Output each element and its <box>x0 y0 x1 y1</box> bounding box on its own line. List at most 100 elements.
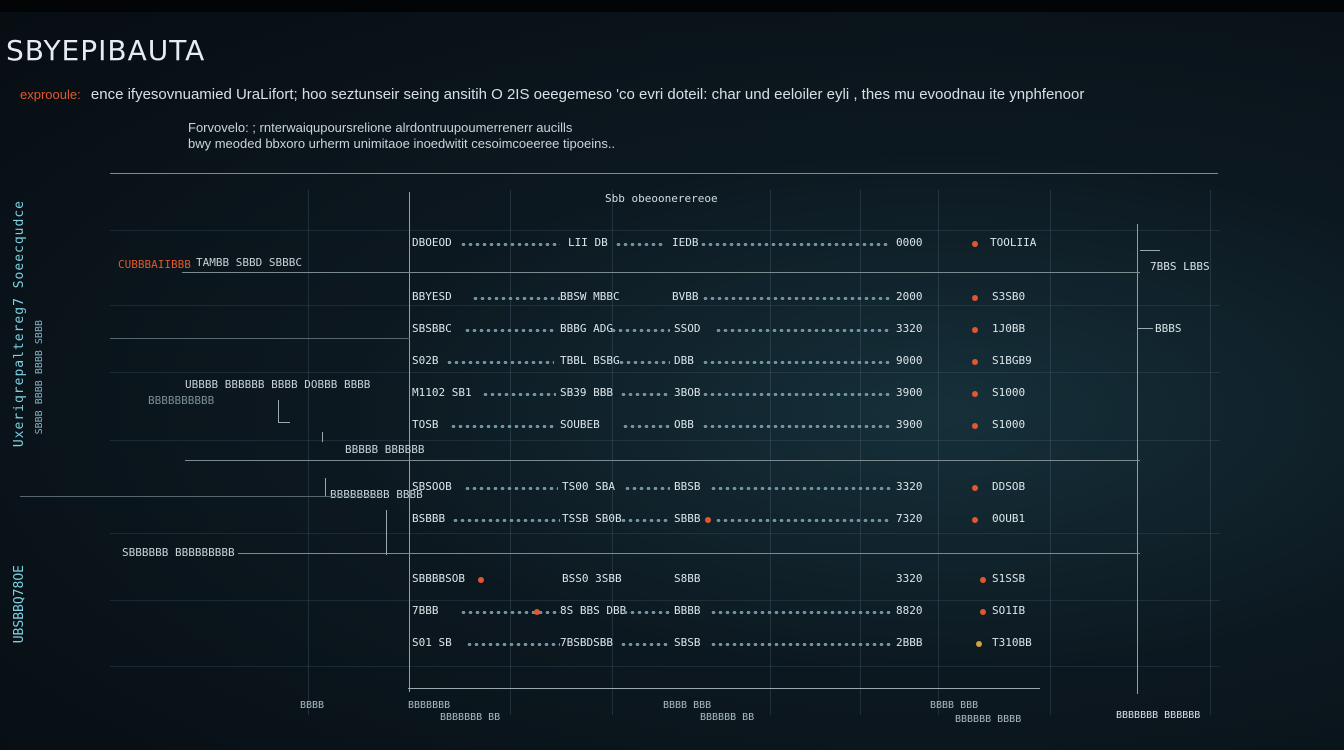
table-row[interactable]: S01 SB 7BSBDSBB SBSB 2BBB T310BB <box>410 636 1040 652</box>
table-row[interactable]: 7BBB 8S BBS DBB BBBB 8820 SO1IB <box>410 604 1040 620</box>
row-cell: 3BOB <box>674 386 701 399</box>
row-cell: T310BB <box>992 636 1032 649</box>
grid-row <box>110 600 1220 601</box>
row-dots <box>482 393 556 396</box>
table-bottom-border <box>408 688 1040 689</box>
grid-row <box>110 372 1220 373</box>
row-cell: BSBBB <box>412 512 446 525</box>
axis-label: BBBBBB BBBB <box>955 714 1022 725</box>
description-line-2: bwy meoded bbxoro urherm unimitaoe inoed… <box>188 136 616 151</box>
left-label: BBBBBBBBB BBBB <box>330 488 423 501</box>
row-cell: SOUBEB <box>560 418 600 431</box>
row-dots <box>710 611 892 614</box>
grid-line <box>510 190 511 715</box>
section-divider <box>238 553 1140 554</box>
row-cell: DDSOB <box>992 480 1026 493</box>
row-cell: 2000 <box>896 290 923 303</box>
bracket-marker <box>386 510 387 555</box>
row-dots <box>615 243 665 246</box>
connector-line <box>110 338 410 339</box>
row-dots <box>464 487 558 490</box>
row-dots <box>610 329 670 332</box>
row-cell: S3SB0 <box>992 290 1026 303</box>
row-cell: OBB <box>674 418 694 431</box>
row-cell: SBSOOB <box>412 480 452 493</box>
row-cell: SBBB <box>674 512 701 525</box>
axis-label: BBBBBBB BB <box>440 712 501 723</box>
table-row[interactable]: SBSBBC BBBG ADG SSOD 3320 1J0BB <box>410 322 1040 338</box>
row-cell: BBBB <box>674 604 701 617</box>
row-cell: 3900 <box>896 418 923 431</box>
status-marker <box>972 241 978 247</box>
row-dots <box>700 243 890 246</box>
row-dots <box>460 243 560 246</box>
row-cell: 0OUB1 <box>992 512 1026 525</box>
row-cell: BBBG ADG <box>560 322 613 335</box>
row-cell: DBB <box>674 354 694 367</box>
header-cell: 0000 <box>896 236 923 249</box>
row-cell: 3320 <box>896 480 923 493</box>
row-cell: 3320 <box>896 572 923 585</box>
status-marker <box>478 577 484 583</box>
grid-line <box>860 190 861 715</box>
bracket-marker <box>278 422 290 423</box>
side-axis-bottom-label: UBSBBQ78OE <box>12 565 27 644</box>
grid-row <box>110 533 1220 534</box>
table-row[interactable]: TOSB SOUBEB OBB 3900 S1000 <box>410 418 1040 434</box>
axis-label: BBBBBB BB <box>700 712 755 723</box>
row-dots <box>702 361 892 364</box>
header-cell: TOOLIIA <box>990 236 1037 249</box>
row-cell: 1J0BB <box>992 322 1026 335</box>
row-cell: 9000 <box>896 354 923 367</box>
row-cell: 7BBB <box>412 604 439 617</box>
status-marker <box>976 641 982 647</box>
grid-line <box>938 190 939 715</box>
row-dots <box>464 329 556 332</box>
subtitle-text: ence ifyesovnuamied UraLifort; hoo seztu… <box>90 86 1085 103</box>
header-cell: DBOEOD <box>412 236 452 249</box>
row-dots <box>622 425 670 428</box>
row-cell: BBYESD <box>412 290 452 303</box>
row-dots <box>446 361 554 364</box>
section-divider <box>182 272 1140 273</box>
row-dots <box>702 297 892 300</box>
grid-line <box>1210 190 1211 715</box>
header-cell: LII DB <box>568 236 608 249</box>
row-cell: BVBB <box>672 290 699 303</box>
table-row[interactable]: SBSOOB TS00 SBA BBSB 3320 DDSOB <box>410 480 1040 496</box>
row-dots <box>620 643 670 646</box>
right-label: 7BBS LBBS <box>1150 260 1210 273</box>
row-cell: BSS0 3SBB <box>562 572 622 585</box>
status-marker <box>980 609 986 615</box>
grid-row <box>110 666 1220 667</box>
row-cell: S1000 <box>992 418 1026 431</box>
row-cell: S1000 <box>992 386 1026 399</box>
table-row[interactable]: SBBBBSOB BSS0 3SBB S8BB 3320 S1SSB <box>410 572 1040 588</box>
status-marker <box>972 359 978 365</box>
grid-row <box>110 440 1220 441</box>
table-row[interactable]: BBYESD BBSW MBBC BVBB 2000 S3SB0 <box>410 290 1040 306</box>
status-marker <box>972 517 978 523</box>
table-row[interactable]: S02B TBBL BSBG DBB 9000 S1BGB9 <box>410 354 1040 370</box>
row-dots <box>618 361 670 364</box>
header-cell: IEDB <box>672 236 699 249</box>
row-dots <box>460 611 560 614</box>
row-dots <box>710 487 892 490</box>
row-dots <box>450 425 556 428</box>
row-cell: S8BB <box>674 572 701 585</box>
table-row[interactable]: M1102 SB1 SB39 BBB 3BOB 3900 S1000 <box>410 386 1040 402</box>
side-axis-label: Uxeriqrepaltereg7 Soeecqudce <box>12 200 27 448</box>
grid-row <box>110 305 1220 306</box>
row-cell: S01 SB <box>412 636 452 649</box>
row-cell: 2BBB <box>896 636 923 649</box>
axis-label: BBBBBBB <box>408 700 451 711</box>
row-cell: TS00 SBA <box>562 480 615 493</box>
row-dots <box>710 643 892 646</box>
row-dots <box>620 393 670 396</box>
row-cell: 8820 <box>896 604 923 617</box>
row-cell: BBSB <box>674 480 701 493</box>
right-tick <box>1137 328 1153 329</box>
right-scale-line <box>1137 224 1138 694</box>
table-row[interactable]: BSBBB TSSB SB0B SBBB 7320 0OUB1 <box>410 512 1040 528</box>
left-secondary-label: TAMBB SBBD SBBBC <box>196 256 302 269</box>
